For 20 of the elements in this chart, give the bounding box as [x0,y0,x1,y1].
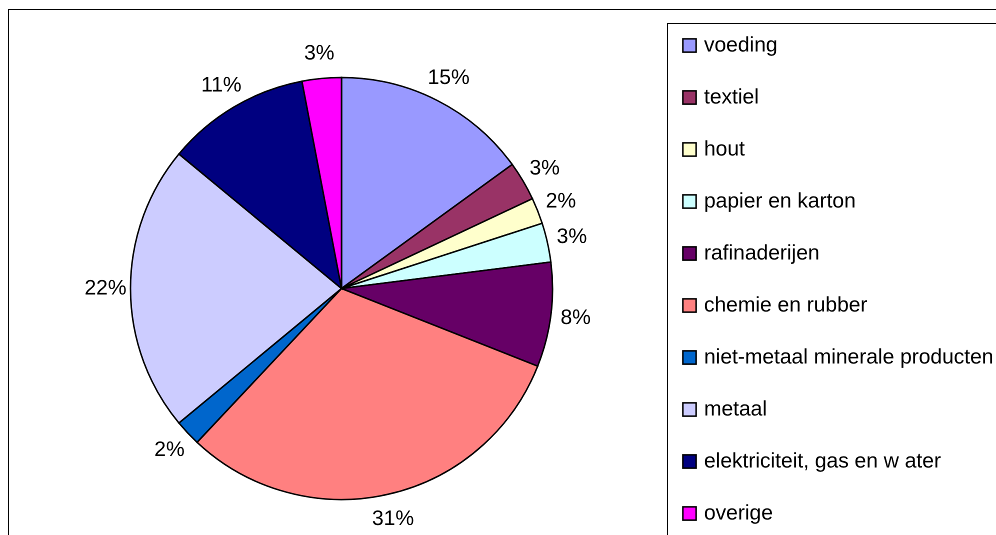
legend-label: overige [704,502,773,524]
data-label: 22% [84,276,127,300]
data-label: 2% [546,190,576,213]
legend-label: textiel [704,86,759,108]
legend-label: chemie en rubber [704,294,868,316]
legend-label: metaal [704,398,768,420]
data-label: 15% [428,66,470,90]
data-label: 3% [556,225,587,248]
data-label: 3% [304,42,334,65]
legend-label: papier en karton [704,190,856,212]
data-label: 11% [201,73,242,96]
legend-label: elektriciteit, gas en w ater [704,450,941,472]
legend-label: voeding [704,34,778,56]
data-label: 2% [154,438,185,462]
legend-label: hout [704,138,746,160]
data-label: 31% [372,506,414,530]
data-label: 3% [529,156,560,180]
data-label: 8% [560,306,591,330]
legend-label: niet-metaal minerale producten [704,346,994,368]
legend-label: rafinaderijen [704,242,820,264]
